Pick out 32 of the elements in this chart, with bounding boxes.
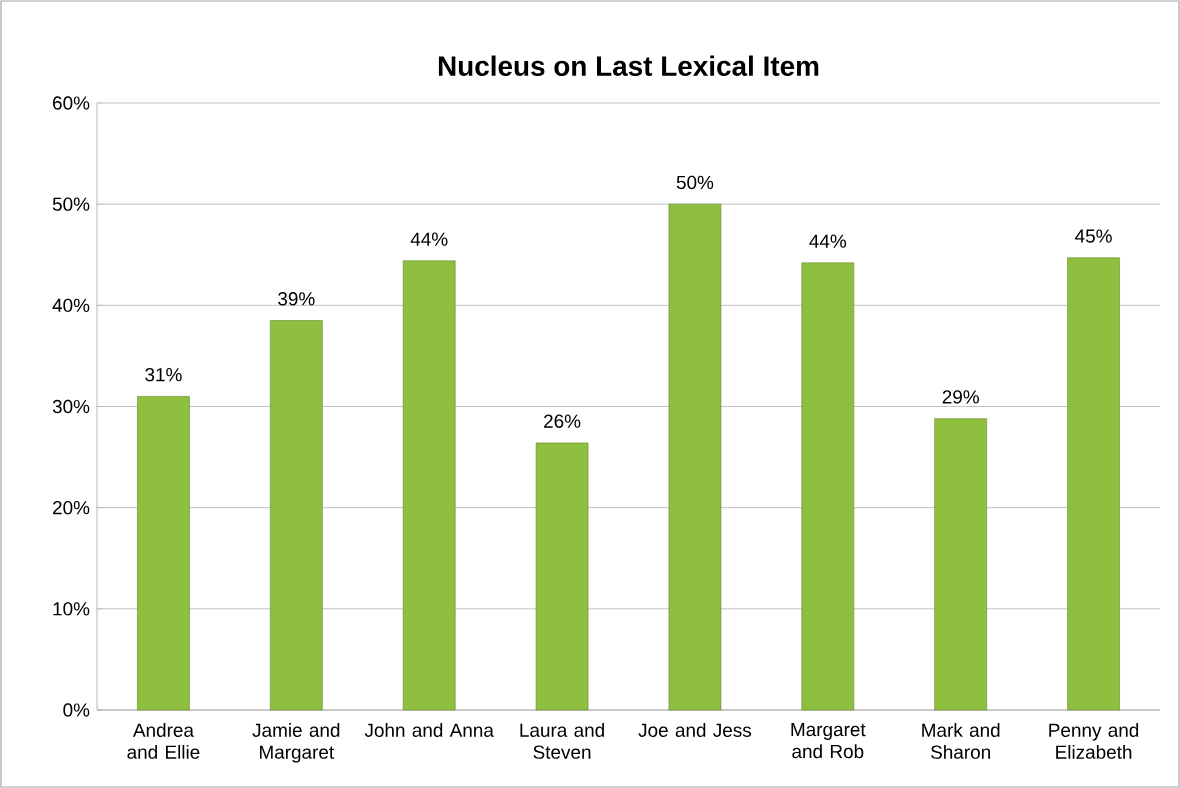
- data-label: 26%: [544, 414, 581, 428]
- data-label: 44%: [410, 232, 448, 246]
- bar: [801, 262, 855, 711]
- data-label: 29%: [942, 390, 979, 404]
- data-label: 39%: [278, 292, 315, 306]
- y-tick-label: 20%: [53, 500, 90, 515]
- chart-title: Nucleus on Last Lexical Item: [438, 55, 819, 77]
- bar: [270, 320, 323, 711]
- x-tick-label: Laura and Steven: [520, 723, 604, 759]
- bar: [535, 442, 589, 711]
- data-label: 44%: [809, 234, 847, 248]
- data-label: 50%: [676, 175, 714, 190]
- x-tick-label: Mark and Sharon: [922, 723, 1000, 759]
- x-tick-label: Penny and Elizabeth: [1049, 723, 1139, 759]
- bar: [137, 396, 190, 711]
- y-tick-label: 40%: [52, 298, 90, 313]
- y-tick-label: 0%: [63, 703, 90, 717]
- y-tick-label: 10%: [53, 602, 90, 616]
- y-tick-label: 60%: [53, 96, 90, 110]
- x-tick-label: Margaret and Rob: [791, 723, 866, 759]
- y-tick-label: 30%: [52, 399, 90, 414]
- x-tick-label: John and Anna: [364, 723, 494, 737]
- bar: [402, 260, 456, 711]
- x-tick-label: Andrea and Ellie: [127, 723, 200, 759]
- x-tick-label: Joe and Jess: [638, 723, 752, 737]
- data-label: 31%: [145, 367, 182, 382]
- bar: [934, 418, 987, 711]
- y-tick-label: 50%: [52, 197, 90, 211]
- data-label: 45%: [1075, 229, 1112, 243]
- bar: [1067, 257, 1120, 711]
- x-tick-label: Jamie and Margaret: [252, 723, 340, 763]
- bar: [668, 203, 722, 711]
